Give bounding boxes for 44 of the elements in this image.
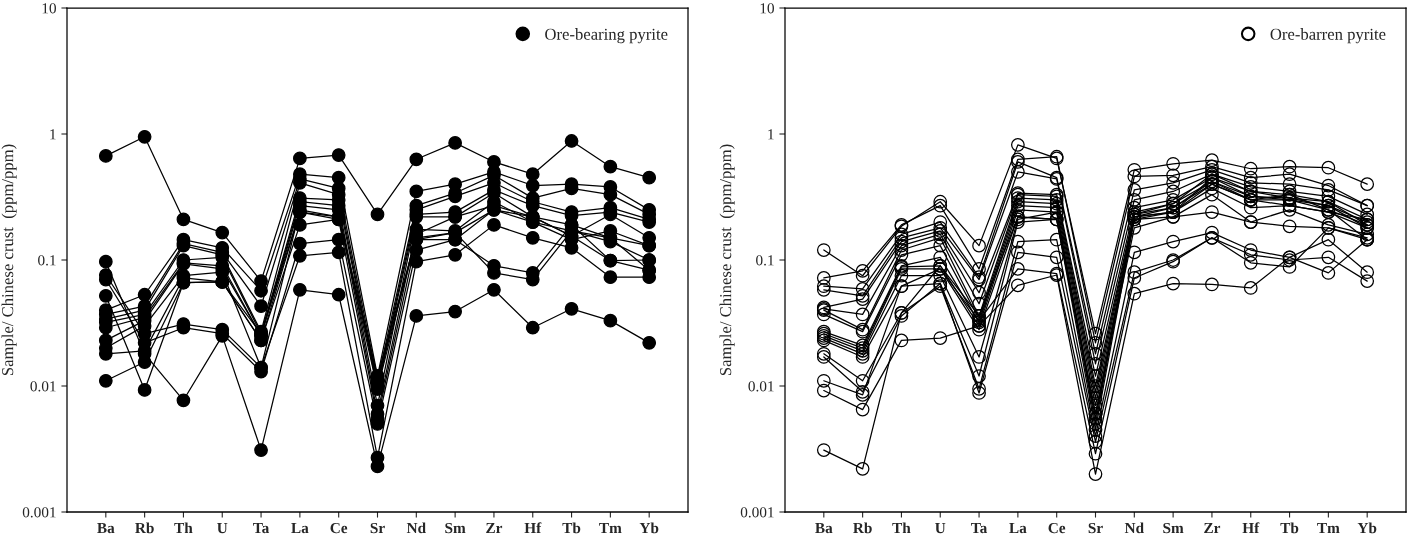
x-tick-label: Hf bbox=[1242, 522, 1260, 534]
y-tick-label: 10 bbox=[760, 3, 774, 14]
y-tick-label: 0.1 bbox=[756, 255, 774, 266]
y-axis-title: Sample/ Chinese crust (ppm/ppm) bbox=[719, 144, 735, 376]
x-tick-label: U bbox=[935, 523, 946, 534]
y-tick-label: 0.001 bbox=[740, 507, 774, 518]
x-tick-label: Tb bbox=[562, 522, 581, 534]
x-tick-label: Zr bbox=[486, 523, 503, 534]
legend-label: Ore-bearing pyrite bbox=[545, 28, 668, 44]
x-tick-label: Ce bbox=[330, 522, 348, 534]
y-tick-label: 10 bbox=[42, 3, 56, 14]
x-tick-label: La bbox=[1009, 523, 1027, 534]
x-tick-label: Nd bbox=[1124, 522, 1144, 534]
x-tick-label: Th bbox=[892, 522, 911, 534]
x-tick-label: Ba bbox=[815, 523, 833, 534]
y-tick-label: 0.1 bbox=[38, 255, 56, 266]
x-tick-label: Ta bbox=[253, 523, 270, 534]
x-tick-label: Th bbox=[174, 522, 193, 534]
x-tick-label: Ta bbox=[971, 523, 988, 534]
x-tick-label: Rb bbox=[853, 522, 872, 534]
y-tick-label: 0.01 bbox=[748, 381, 774, 392]
legend-label: Ore-barren pyrite bbox=[1270, 28, 1386, 44]
x-tick-label: Tm bbox=[1317, 523, 1340, 534]
x-tick-label: Tm bbox=[599, 523, 622, 534]
x-tick-label: Sm bbox=[445, 522, 466, 534]
x-tick-label: Hf bbox=[524, 522, 542, 534]
x-tick-label: Sr bbox=[370, 522, 385, 534]
x-tick-label: Zr bbox=[1204, 523, 1221, 534]
x-tick-label: U bbox=[217, 523, 228, 534]
y-tick-label: 0.001 bbox=[22, 507, 56, 518]
x-tick-label: Ce bbox=[1048, 522, 1066, 534]
x-tick-label: Sr bbox=[1088, 522, 1103, 534]
x-tick-label: Rb bbox=[135, 522, 154, 534]
x-tick-label: Sm bbox=[1163, 522, 1184, 534]
x-tick-label: La bbox=[291, 523, 309, 534]
x-tick-label: Yb bbox=[639, 522, 659, 534]
x-tick-label: Yb bbox=[1357, 522, 1377, 534]
x-tick-label: Nd bbox=[406, 522, 426, 534]
y-tick-label: 1 bbox=[50, 129, 56, 140]
y-tick-label: 1 bbox=[768, 129, 774, 140]
x-tick-label: Ba bbox=[97, 523, 115, 534]
y-tick-label: 0.01 bbox=[30, 381, 56, 392]
x-tick-label: Tb bbox=[1280, 522, 1299, 534]
y-axis-title: Sample/ Chinese crust (ppm/ppm) bbox=[1, 144, 17, 376]
